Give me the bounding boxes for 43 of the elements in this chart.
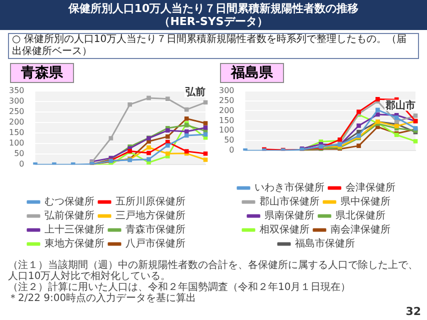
chart-title: 福島県 — [220, 63, 284, 83]
y-tick-label: 100 — [8, 138, 24, 148]
chart-title: 青森県 — [10, 63, 74, 83]
legend-label: 青森市保健所 — [126, 224, 186, 236]
y-tick-label: 0 — [19, 160, 24, 169]
text: ○ 保健所別の人口10万人当たり７日間累積新規陽性者数を時系列で整理したもの。（届出保健所ベース） — [8, 33, 419, 59]
legend-label: 県北保健所 — [336, 210, 386, 222]
text: （注２）計算に用いた人口は、令和２年国勢調査（令和２年10月１日現在） — [8, 282, 352, 293]
y-tick-label: 250 — [218, 96, 234, 105]
y-tick-label: 300 — [8, 96, 24, 106]
legend-label: 福島市保健所 — [295, 238, 355, 250]
y-tick-label: 250 — [8, 106, 24, 116]
legend-label: 郡山市保健所 — [260, 196, 320, 208]
legend-label: 上十三保健所 — [44, 224, 104, 236]
y-tick-label: 0 — [229, 146, 234, 155]
text: （注１）当該期間（週）中の新規陽性者数の合計を、各保健所に属する人口で除した上で、人口10万人対比で相対化している。 — [8, 260, 419, 282]
legend-label: 八戸市保健所 — [126, 238, 186, 250]
y-tick-label: 300 — [218, 86, 234, 95]
text: 32 — [406, 305, 421, 318]
text: 保健所別人口10万人当たり７日間累積新規陽性者数の推移 — [67, 2, 360, 15]
legend-label: 県南保健所 — [264, 210, 314, 222]
legend-label: いわき市保健所 — [254, 182, 324, 194]
y-tick-label: 50 — [14, 149, 24, 158]
annotation: 郡山市 — [384, 99, 416, 112]
annotation: 弘前 — [184, 86, 206, 98]
legend-label: 相双保健所 — [260, 224, 310, 236]
text: ＊2/22 9:00時点の入力データを基に算出 — [8, 293, 198, 304]
legend-label: 弘前保健所 — [44, 210, 94, 222]
legend-label: 三戸地方保健所 — [116, 210, 186, 222]
legend-label: 会津保健所 — [346, 182, 396, 194]
y-tick-label: 200 — [218, 106, 234, 115]
legend-label: 五所川原保健所 — [116, 196, 186, 208]
y-tick-label: 150 — [218, 116, 234, 125]
legend-label: 県中保健所 — [340, 196, 390, 208]
y-tick-label: 200 — [8, 118, 24, 127]
text: （HER-SYSデータ） — [158, 15, 269, 28]
y-tick-label: 350 — [8, 86, 24, 95]
legend-label: 南会津保健所 — [330, 224, 390, 236]
legend-label: 東地方保健所 — [44, 238, 104, 250]
y-tick-label: 150 — [8, 128, 24, 138]
y-tick-label: 50 — [224, 136, 234, 145]
y-tick-label: 100 — [218, 126, 234, 135]
legend-label: むつ保健所 — [44, 196, 94, 208]
